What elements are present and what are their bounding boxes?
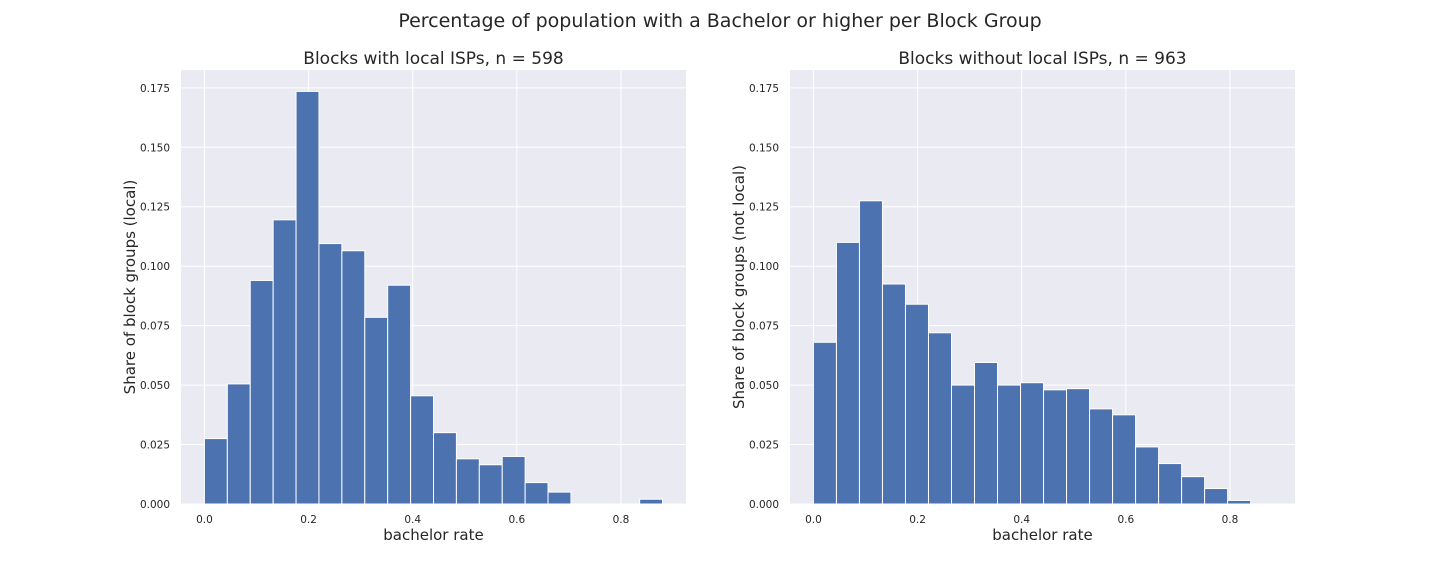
y-tick-label: 0.025 — [140, 440, 170, 452]
x-tick-label: 0.8 — [1222, 514, 1239, 526]
plot-area-not-local: 0.000 0.025 0.050 0.075 0.100 0.125 0.150 0.175… — [749, 70, 1295, 526]
x-tick-label: 0.4 — [404, 514, 421, 526]
histogram-bar — [341, 250, 366, 505]
histogram-bar — [249, 279, 274, 505]
histogram-bar — [387, 284, 412, 505]
histogram-bar — [318, 243, 343, 505]
histogram-bar — [478, 464, 503, 505]
histogram-local: 0.000 0.025 0.050 0.075 0.100 0.125 0.150 0.175… — [121, 49, 686, 544]
x-axis-label-not-local: bachelor rate — [992, 526, 1092, 544]
y-tick-label: 0.050 — [749, 380, 779, 392]
chart-title-not-local: Blocks without local ISPs, n = 963 — [898, 49, 1186, 69]
x-tick-label: 0.6 — [508, 514, 525, 526]
histogram-not-local: 0.000 0.025 0.050 0.075 0.100 0.125 0.150 0.175… — [730, 49, 1295, 544]
histogram-bar — [1020, 382, 1045, 505]
histogram-bar — [1181, 476, 1206, 505]
x-tick-label: 0.0 — [196, 514, 213, 526]
histogram-bar — [272, 219, 297, 505]
histogram-bar — [835, 241, 860, 505]
histogram-bar — [1066, 388, 1091, 505]
y-tick-label: 0.150 — [749, 142, 779, 154]
histogram-bar — [1204, 488, 1229, 505]
y-tick-label: 0.125 — [749, 202, 779, 214]
histogram-bar — [950, 384, 976, 505]
x-tick-label: 0.6 — [1117, 514, 1134, 526]
histogram-bar — [1089, 408, 1114, 505]
y-tick-label: 0.175 — [749, 83, 779, 95]
y-tick-label: 0.075 — [140, 321, 170, 333]
histogram-bar — [295, 90, 320, 505]
histogram-bar — [1112, 414, 1137, 505]
histogram-bar — [881, 283, 906, 505]
histogram-bar — [1135, 446, 1160, 505]
y-tick-label: 0.175 — [140, 83, 170, 95]
histogram-bar — [547, 491, 572, 505]
histogram-bar — [501, 455, 526, 505]
y-tick-label: 0.150 — [140, 142, 170, 154]
x-tick-label: 0.2 — [300, 514, 317, 526]
histogram-bar — [226, 383, 251, 505]
y-tick-label: 0.000 — [140, 499, 170, 511]
histogram-bar — [433, 432, 457, 505]
histogram-bar — [858, 200, 883, 505]
y-axis-label-not-local: Share of block groups (not local) — [730, 165, 748, 409]
x-tick-label: 0.0 — [805, 514, 822, 526]
figure-title: Percentage of population with a Bachelor… — [398, 10, 1041, 32]
histogram-bar — [812, 341, 837, 505]
y-tick-label: 0.000 — [749, 499, 779, 511]
x-tick-label: 0.4 — [1013, 514, 1030, 526]
histogram-bar — [410, 395, 434, 505]
histogram-bar — [974, 362, 999, 505]
y-tick-label: 0.050 — [140, 380, 170, 392]
y-tick-label: 0.075 — [749, 321, 779, 333]
x-tick-label: 0.8 — [613, 514, 630, 526]
histogram-bar — [1043, 389, 1068, 505]
histogram-bar — [997, 384, 1022, 505]
y-tick-label: 0.100 — [749, 261, 779, 273]
histogram-bar — [455, 458, 480, 505]
x-axis-label-local: bachelor rate — [383, 526, 483, 544]
y-axis-label-local: Share of block groups (local) — [121, 180, 139, 395]
histogram-bar — [364, 316, 389, 505]
histogram-bar — [203, 438, 228, 505]
plot-area-local: 0.000 0.025 0.050 0.075 0.100 0.125 0.150 0.175… — [140, 70, 686, 526]
histogram-bar — [524, 482, 549, 505]
histogram-bar — [927, 332, 952, 505]
y-tick-label: 0.125 — [140, 202, 170, 214]
histogram-bar — [639, 498, 664, 505]
histogram-bar — [904, 303, 929, 505]
chart-title-local: Blocks with local ISPs, n = 598 — [303, 49, 563, 69]
y-tick-label: 0.025 — [749, 440, 779, 452]
histogram-bar — [1158, 463, 1183, 505]
histogram-bar — [1227, 499, 1252, 505]
x-tick-label: 0.2 — [909, 514, 926, 526]
y-tick-label: 0.100 — [140, 261, 170, 273]
